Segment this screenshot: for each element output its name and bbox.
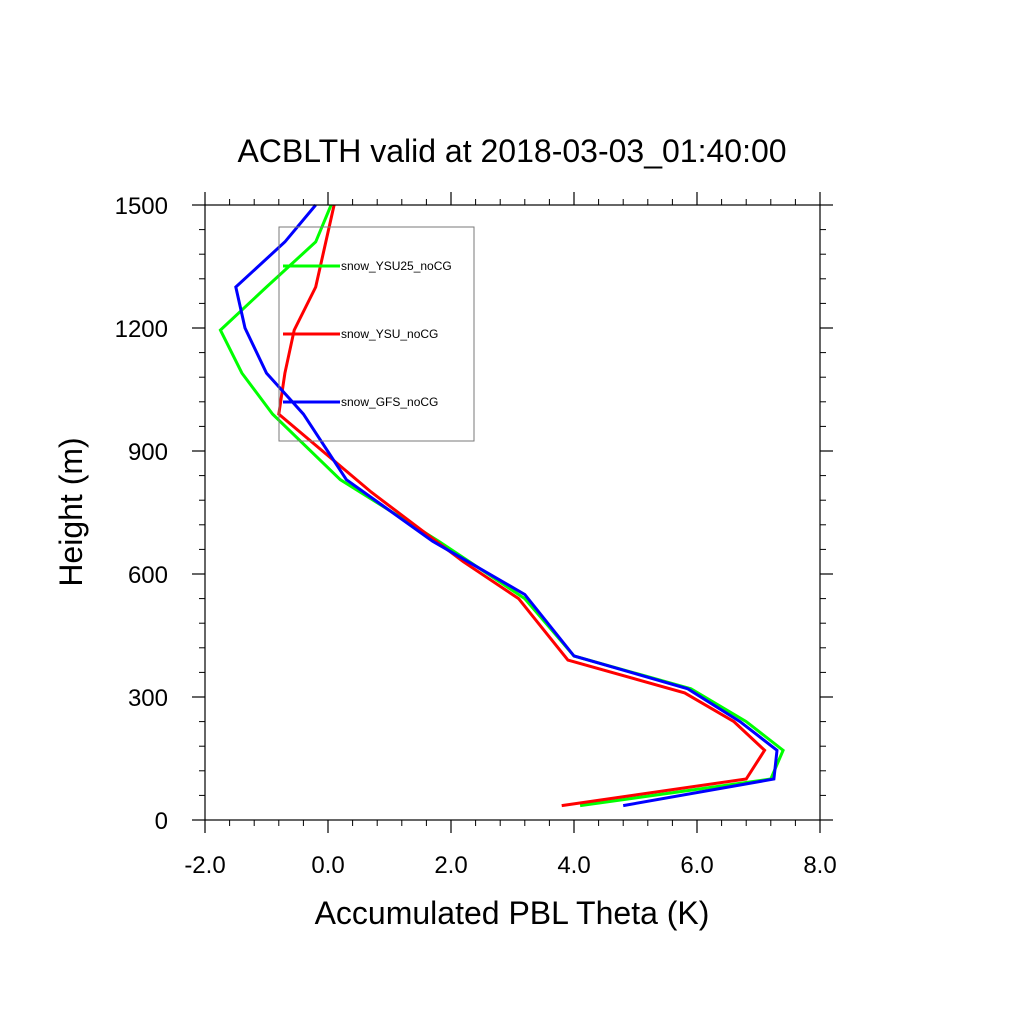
legend-box — [278, 226, 475, 442]
axes-layer: -2.0 0.0 2.0 4.0 6.0 8.0 0 300 600 900 1200 1500 — [115, 192, 837, 879]
legend-label-snow_YSU25_noCG: snow_YSU25_noCG — [341, 259, 452, 273]
legend-items: snow_YSU25_noCG snow_YSU_noCG snow_GFS_noC… — [283, 259, 452, 409]
x-tick-label: 2.0 — [434, 852, 467, 879]
y-axis-label: Height (m) — [53, 437, 89, 586]
y-tick-label: 300 — [128, 685, 168, 712]
legend: snow_YSU25_noCG snow_YSU_noCG snow_GFS_noC… — [278, 226, 475, 442]
x-tick-label: 0.0 — [311, 852, 344, 879]
series-line-snow_YSU25_noCG — [218, 204, 785, 808]
x-tick-label: 8.0 — [803, 852, 836, 879]
x-tick-label: -2.0 — [184, 852, 225, 879]
y-tick-label: 0 — [155, 808, 168, 835]
x-tick-label: 6.0 — [680, 852, 713, 879]
y-tick-label: 1500 — [115, 193, 168, 220]
series-line-snow_YSU_noCG — [277, 204, 767, 808]
x-tick-label: 4.0 — [557, 852, 590, 879]
series-line-snow_GFS_noCG — [234, 204, 779, 808]
x-axis-label: Accumulated PBL Theta (K) — [315, 895, 710, 931]
plot-frame — [204, 204, 821, 821]
legend-label-snow_YSU_noCG: snow_YSU_noCG — [341, 327, 438, 341]
y-tick-label: 1200 — [115, 316, 168, 343]
y-tick-label: 600 — [128, 562, 168, 589]
chart-title: ACBLTH valid at 2018-03-03_01:40:00 — [237, 133, 786, 169]
series-layer — [218, 204, 785, 808]
y-tick-label: 900 — [128, 439, 168, 466]
legend-label-snow_GFS_noCG: snow_GFS_noCG — [341, 395, 438, 409]
